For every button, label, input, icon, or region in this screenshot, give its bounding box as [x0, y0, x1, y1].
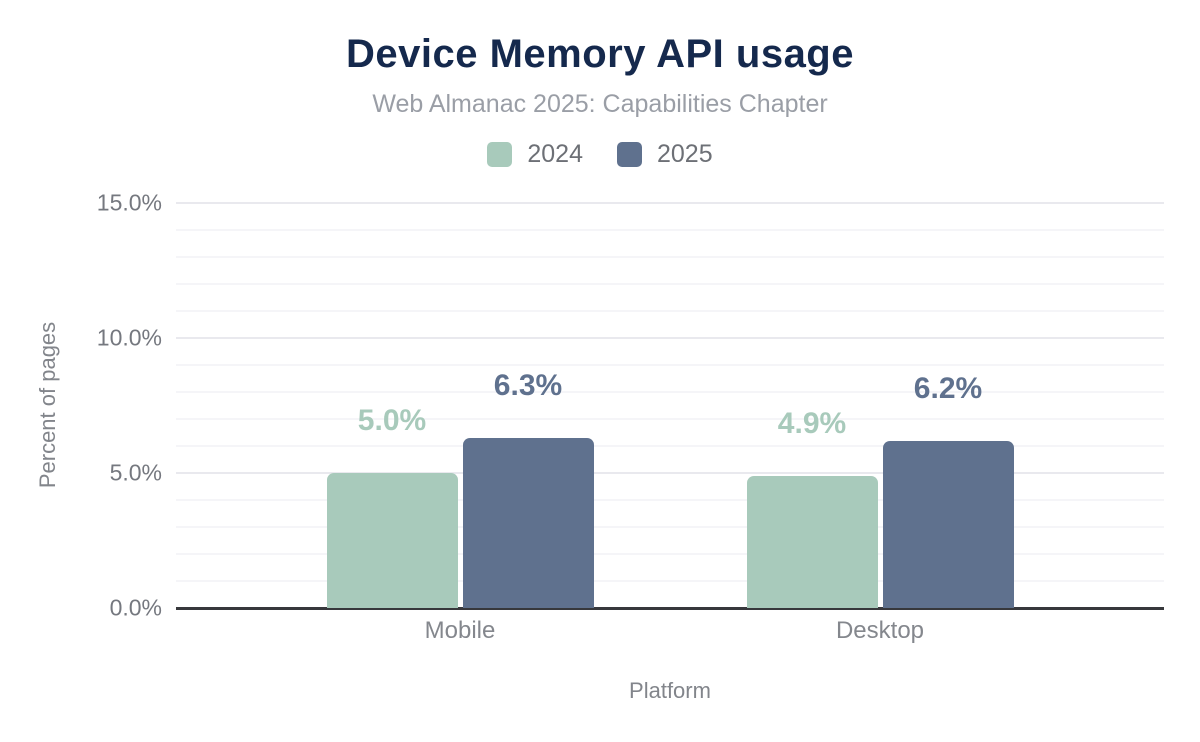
- y-tick-label: 10.0%: [96, 324, 162, 351]
- legend-item-2025[interactable]: 2025: [617, 140, 713, 169]
- gridline-minor: [176, 526, 1164, 528]
- x-category-label-mobile: Mobile: [424, 617, 496, 644]
- gridline-minor: [176, 364, 1164, 366]
- y-axis-title: Percent of pages: [35, 321, 60, 489]
- legend-swatch-2025: [617, 142, 642, 167]
- bar-desktop-2024: [746, 475, 878, 608]
- chart-subtitle: Web Almanac 2025: Capabilities Chapter: [372, 90, 828, 118]
- legend-swatch-2024: [487, 142, 513, 167]
- gridline-major: [176, 472, 1164, 474]
- chart-title: Device Memory API usage: [345, 32, 854, 76]
- gridline-major: [176, 202, 1164, 204]
- bar-value-label-desktop-2024: 4.9%: [777, 406, 847, 440]
- gridline-minor: [176, 391, 1164, 393]
- x-axis-title: Platform: [629, 678, 711, 703]
- bar-value-label-mobile-2024: 5.0%: [357, 404, 427, 437]
- bar-mobile-2025: [462, 437, 594, 608]
- gridline-minor: [176, 418, 1164, 420]
- gridline-minor: [176, 256, 1164, 258]
- y-axis-tick-labels: 0.0% 5.0% 10.0% 15.0%: [40, 190, 162, 621]
- bar-mobile-2024: [326, 473, 458, 608]
- bar-desktop-2025: [882, 440, 1014, 608]
- legend-item-2024[interactable]: 2024: [487, 140, 583, 169]
- gridline-minor: [176, 229, 1164, 231]
- gridline-minor: [176, 310, 1164, 312]
- gridline-minor: [176, 445, 1164, 447]
- gridline-minor: [176, 499, 1164, 501]
- legend-label-2025: 2025: [657, 140, 713, 168]
- x-category-label-desktop: Desktop: [835, 617, 925, 644]
- gridline-minor: [176, 283, 1164, 285]
- gridline-minor: [176, 553, 1164, 555]
- y-tick-label: 0.0%: [109, 594, 162, 621]
- gridline-minor: [176, 580, 1164, 582]
- x-axis-line: [176, 607, 1164, 610]
- plot-area: 5.0% 6.3% 4.9% 6.2%: [176, 202, 1164, 610]
- y-tick-label: 15.0%: [96, 189, 162, 216]
- legend: 2024 2025: [0, 140, 1200, 169]
- y-tick-label: 5.0%: [109, 459, 162, 486]
- legend-label-2024: 2024: [527, 140, 583, 168]
- bar-value-label-mobile-2025: 6.3%: [493, 368, 563, 402]
- gridline-major: [176, 337, 1164, 339]
- bar-value-label-desktop-2025: 6.2%: [913, 371, 983, 405]
